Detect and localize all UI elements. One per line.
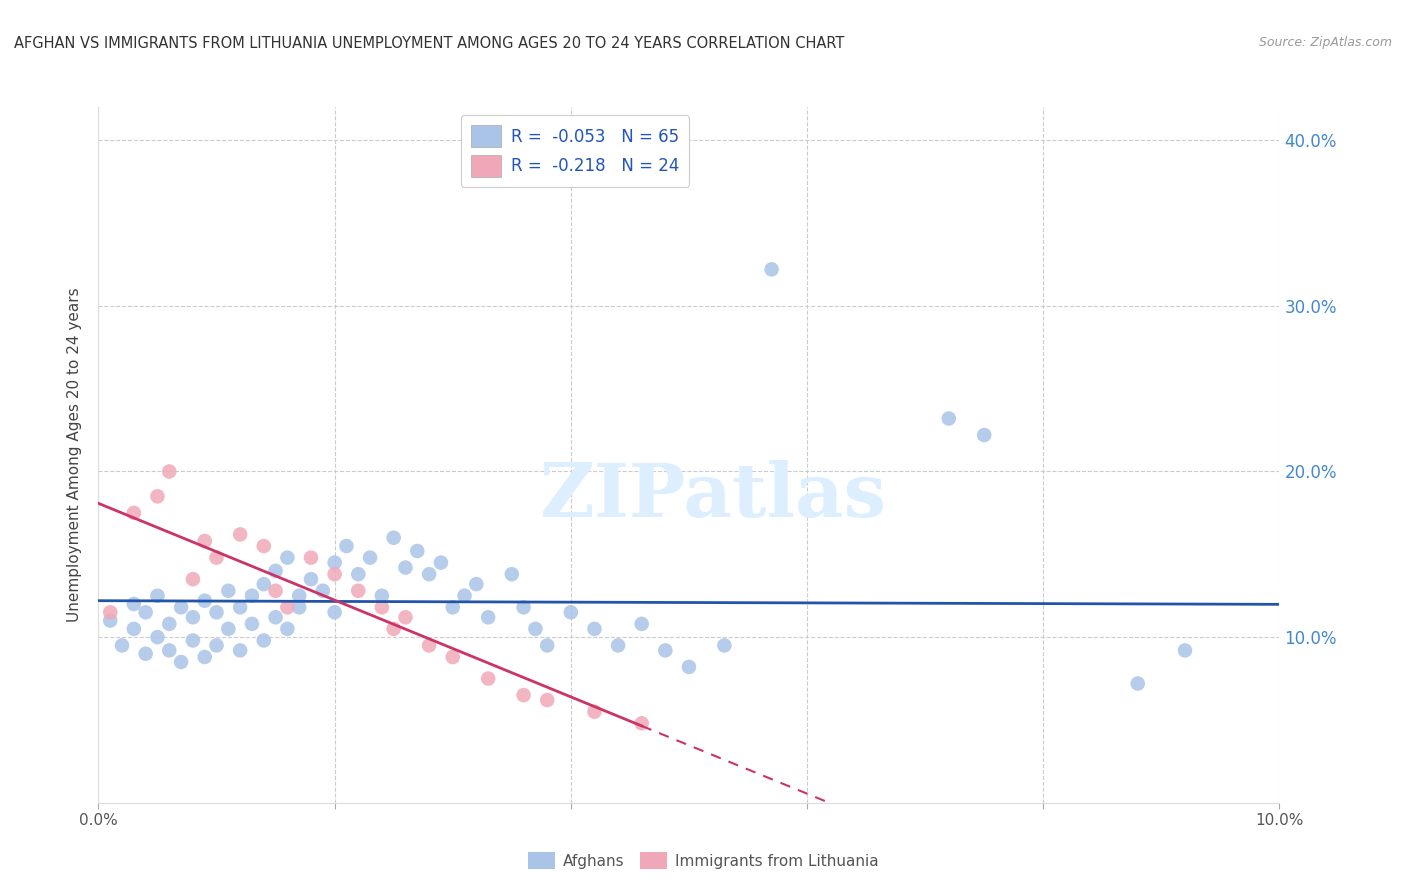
Point [194,650,217,665]
Point [382,531,405,545]
Point [98,605,121,619]
Point [229,643,252,657]
Point [938,411,960,425]
Point [654,643,676,657]
Point [477,672,499,686]
Point [761,262,783,277]
Point [146,630,169,644]
Point [630,716,652,731]
Point [583,622,606,636]
Point [122,506,145,520]
Point [217,583,239,598]
Point [441,650,464,665]
Point [323,567,346,582]
Point [111,639,134,653]
Point [406,544,429,558]
Point [170,655,193,669]
Point [560,605,582,619]
Point [135,605,157,619]
Point [276,550,298,565]
Point [394,610,416,624]
Point [477,610,499,624]
Point [536,693,558,707]
Point [288,600,311,615]
Legend: Afghans, Immigrants from Lithuania: Afghans, Immigrants from Lithuania [522,846,884,875]
Point [229,600,252,615]
Point [583,705,606,719]
Point [217,622,239,636]
Point [146,489,169,503]
Point [323,605,346,619]
Point [181,610,204,624]
Point [264,564,287,578]
Point [205,550,228,565]
Point [323,556,346,570]
Point [264,610,287,624]
Point [181,633,204,648]
Point [253,539,276,553]
Point [630,616,652,631]
Point [181,572,204,586]
Point [465,577,488,591]
Text: ZIPatlas: ZIPatlas [538,460,886,533]
Point [157,643,180,657]
Point [240,589,263,603]
Point [512,600,534,615]
Point [170,600,193,615]
Point [194,534,217,549]
Point [122,597,145,611]
Text: AFGHAN VS IMMIGRANTS FROM LITHUANIA UNEMPLOYMENT AMONG AGES 20 TO 24 YEARS CORRE: AFGHAN VS IMMIGRANTS FROM LITHUANIA UNEM… [14,36,845,51]
Point [288,589,311,603]
Legend: R =  -0.053   N = 65, R =  -0.218   N = 24: R = -0.053 N = 65, R = -0.218 N = 24 [461,115,689,186]
Point [371,600,394,615]
Point [382,622,405,636]
Point [359,550,381,565]
Point [453,589,475,603]
Point [253,633,276,648]
Point [1126,676,1149,690]
Point [253,577,276,591]
Point [276,600,298,615]
Point [299,572,322,586]
Point [240,616,263,631]
Point [146,589,169,603]
Point [276,622,298,636]
Point [418,567,440,582]
Point [135,647,157,661]
Point [1174,643,1197,657]
Point [441,600,464,615]
Point [371,589,394,603]
Point [194,593,217,607]
Point [418,639,440,653]
Point [229,527,252,541]
Point [607,639,630,653]
Point [157,616,180,631]
Point [713,639,735,653]
Point [430,556,453,570]
Point [98,614,121,628]
Point [678,660,700,674]
Point [205,639,228,653]
Point [335,539,357,553]
Point [347,567,370,582]
Point [347,583,370,598]
Y-axis label: Unemployment Among Ages 20 to 24 years: Unemployment Among Ages 20 to 24 years [67,287,83,623]
Point [157,465,180,479]
Point [264,583,287,598]
Point [501,567,523,582]
Point [394,560,416,574]
Point [205,605,228,619]
Point [524,622,547,636]
Point [299,550,322,565]
Point [122,622,145,636]
Point [312,583,335,598]
Point [512,688,534,702]
Text: Source: ZipAtlas.com: Source: ZipAtlas.com [1258,36,1392,49]
Point [973,428,995,442]
Point [536,639,558,653]
